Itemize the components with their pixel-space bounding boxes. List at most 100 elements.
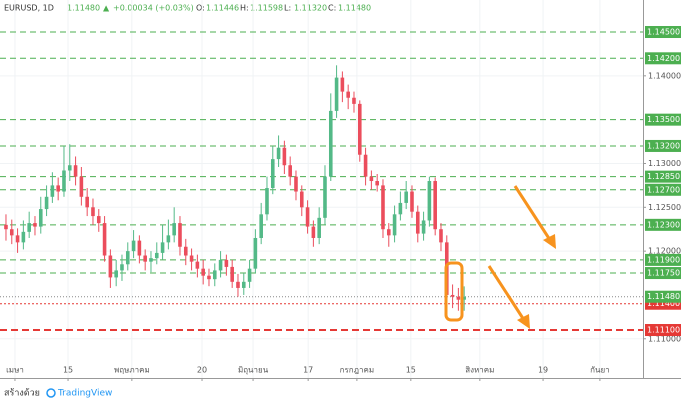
ohlc-value: 1.11598 (250, 4, 283, 13)
price-label-box (645, 253, 681, 266)
candle-body (79, 176, 84, 197)
candle-body (340, 77, 345, 92)
annotations (444, 185, 556, 329)
candle-body (21, 231, 26, 243)
candle-body (375, 181, 379, 186)
candle-body (218, 259, 223, 271)
candle-body (363, 154, 368, 177)
price-label: 1.11750 (647, 269, 680, 278)
price-label: 1.12850 (647, 172, 680, 181)
ohlc-label: L: (284, 4, 291, 13)
x-tick-label: กรกฎาคม (340, 366, 374, 375)
price-label: 1.14200 (647, 54, 680, 63)
last-price: 1.11480 (67, 4, 100, 13)
tv-logo (46, 388, 56, 398)
candle-body (456, 296, 461, 300)
candle-body (183, 246, 188, 256)
candle-body (323, 176, 327, 218)
price-label-box (645, 26, 681, 39)
x-tick-label: สิงหาคม (465, 366, 494, 375)
header: EURUSD, 1D 1.11480 ▲ +0.00034 (+0.03%) O… (4, 4, 371, 13)
price-label: 1.12700 (647, 185, 680, 194)
candle-body (125, 251, 130, 265)
candle-body (4, 224, 8, 230)
x-tick-label: 20 (197, 366, 207, 375)
candle-body (241, 281, 246, 288)
candle-body (311, 226, 316, 238)
price-label-box (645, 324, 681, 337)
candle-body (398, 202, 403, 215)
symbol: EURUSD, 1D (4, 4, 54, 13)
candle-body (410, 191, 414, 212)
price-label-box (645, 113, 681, 126)
candle-body (230, 266, 234, 282)
x-tick-label: เมษา (6, 366, 24, 375)
footer-text: สร้างด้วย (4, 388, 40, 399)
candle-body (282, 147, 287, 166)
candle-body (334, 77, 339, 111)
candle-body (201, 268, 205, 276)
ohlc-value: 1.11320 (294, 4, 327, 13)
price-label: 1.11100 (647, 326, 680, 335)
candle-body (224, 259, 229, 267)
candle-body (299, 191, 304, 208)
price-label: 1.13500 (647, 115, 680, 124)
candle-body (404, 191, 408, 203)
x-tick-label: 15 (63, 366, 73, 375)
ohlc-label: H: (240, 4, 249, 13)
candle-body (114, 270, 118, 278)
candle-body (294, 176, 298, 192)
x-tick-label: 19 (538, 366, 548, 375)
candle-body (381, 185, 385, 230)
candle-body (253, 237, 258, 269)
candle-body (439, 229, 443, 243)
candle-body (288, 165, 292, 177)
candle-body (357, 103, 362, 155)
candle-body (328, 110, 333, 177)
candle-body (149, 258, 153, 262)
candle-body (154, 252, 159, 259)
price-label: 1.11400 (647, 299, 680, 308)
candle-body (195, 261, 200, 269)
price-label-box (645, 139, 681, 152)
price-label-box (645, 290, 681, 303)
price-label-box (645, 218, 681, 231)
candle-body (73, 165, 78, 177)
ohlc-value: 1.11480 (338, 4, 371, 13)
candle-body (317, 217, 321, 238)
y-tick-label: 1.12500 (648, 203, 681, 212)
candle-body (166, 235, 171, 243)
candle-body (369, 176, 374, 182)
candle-body (33, 223, 37, 227)
candle-body (189, 255, 194, 262)
y-tick-label: 1.12000 (648, 247, 681, 256)
price-label: 1.11900 (647, 255, 680, 264)
candle-body (346, 91, 350, 98)
x-tick-label: 15 (406, 366, 416, 375)
candle-body (102, 223, 107, 256)
candle-body (38, 209, 43, 227)
price-label-box (645, 183, 681, 196)
candle-body (91, 207, 95, 217)
candle-body (265, 188, 269, 215)
candle-body (392, 214, 397, 236)
candle-body (56, 185, 60, 192)
highlight-box (444, 261, 464, 322)
candle-body (131, 240, 136, 252)
candle-body (207, 275, 211, 280)
candle-body (450, 294, 455, 297)
price-label-box (645, 52, 681, 65)
candle-body (143, 255, 147, 262)
arrow-line (487, 265, 526, 321)
candle-body (259, 214, 263, 238)
candle-body (178, 223, 182, 247)
change-arrow: ▲ (103, 4, 110, 13)
ohlc-label: C: (328, 4, 336, 13)
candle-body (352, 97, 356, 104)
price-label-box (645, 170, 681, 183)
change: +0.00034 (+0.03%) (113, 4, 194, 13)
footer-brand[interactable]: TradingView (57, 389, 112, 399)
